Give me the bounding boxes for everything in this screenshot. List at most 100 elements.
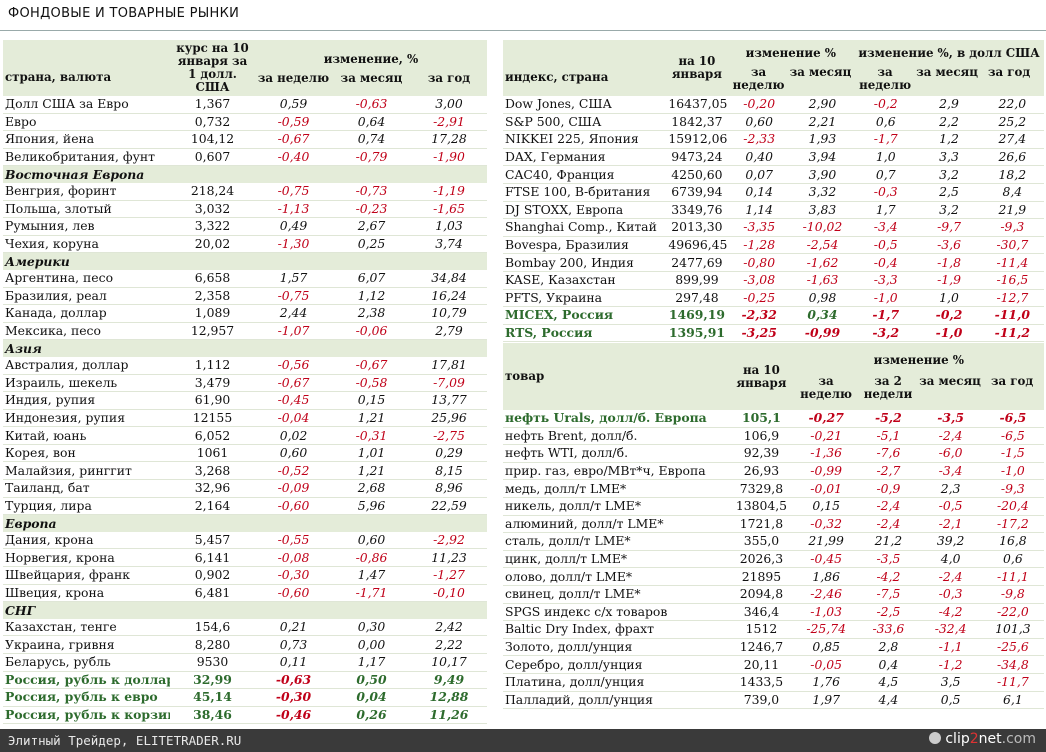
- section-label: СНГ: [3, 601, 488, 619]
- table-row: нефть WTI, долл/б. 92,39 -1,36 -7,6 -6,0 -1,5: [503, 444, 1044, 463]
- table-row: Долл США за Евро 1,367 0,59 -0,63 3,00: [3, 96, 488, 114]
- change-cell: 0,07: [727, 165, 791, 184]
- table-row: Евро 0,732 -0,59 0,64 -2,91: [3, 113, 488, 132]
- change-cell: -2,7: [857, 462, 920, 481]
- change-cell: -0,5: [854, 236, 918, 255]
- change-cell: -2,33: [727, 130, 791, 149]
- change-cell: -0,5: [919, 497, 982, 516]
- change-cell: -22,0: [981, 603, 1044, 622]
- change-cell: -0,32: [795, 515, 858, 534]
- row-label: олово, долл/т LME*: [503, 567, 728, 586]
- change-cell: -3,08: [727, 271, 791, 290]
- change-cell: 1,12: [332, 287, 411, 306]
- row-label: Таиланд, бат: [3, 479, 170, 498]
- row-label: DJ STOXX, Европа: [503, 201, 667, 220]
- value-cell: 1721,8: [727, 515, 796, 534]
- row-label: Индонезия, рупия: [3, 409, 170, 428]
- value-cell: 1842,37: [666, 113, 728, 132]
- change-cell: 0,30: [332, 618, 411, 637]
- column-header-usd-year: за год: [987, 64, 1031, 79]
- column-header-month: за месяц: [919, 374, 981, 388]
- change-cell: 0,73: [255, 635, 332, 654]
- change-cell: -1,28: [727, 236, 791, 255]
- change-cell: -0,2: [854, 96, 918, 114]
- value-cell: 1,089: [170, 304, 255, 323]
- change-cell: -0,09: [255, 479, 332, 498]
- change-cell: 0,60: [332, 531, 411, 550]
- value-cell: 3349,76: [666, 201, 728, 220]
- table-row: нефть Brent, долл/б. 106,9 -0,21 -5,1 -2,4 -6…: [503, 427, 1044, 446]
- change-cell: -11,4: [980, 253, 1044, 272]
- change-cell: 0,40: [727, 148, 791, 167]
- change-cell: 3,74: [411, 235, 488, 254]
- row-label: нефть WTI, долл/б.: [503, 444, 728, 463]
- change-cell: 0,98: [790, 289, 855, 308]
- change-cell: 1,21: [332, 461, 411, 481]
- change-cell: -0,86: [332, 548, 411, 568]
- value-cell: 20,11: [727, 655, 796, 674]
- change-cell: 2,21: [790, 113, 855, 132]
- change-cell: 2,5: [917, 183, 981, 202]
- value-cell: 2477,69: [666, 253, 728, 272]
- change-cell: 16,8: [981, 532, 1044, 551]
- row-label: Чехия, коруна: [3, 235, 170, 254]
- change-cell: -0,80: [727, 253, 791, 272]
- change-cell: 0,59: [255, 96, 332, 114]
- table-row: Платина, долл/унция 1433,5 1,76 4,5 3,5 -11,7: [503, 673, 1044, 692]
- table-row: Швеция, крона 6,481 -0,60 -1,71 -0,10: [3, 584, 488, 603]
- change-cell: -1,0: [917, 324, 981, 343]
- change-cell: 17,81: [411, 356, 488, 375]
- table-row: Baltic Dry Index, фрахт 1512 -25,74 -33,6 -3…: [503, 620, 1044, 639]
- row-label: Россия, рубль к корзине: [3, 706, 170, 725]
- row-label: Турция, лира: [3, 497, 170, 516]
- column-header-week: за неделю: [257, 71, 330, 85]
- table-row: алюминий, долл/т LME* 1721,8 -0,32 -2,4 -2,1…: [503, 515, 1044, 534]
- change-cell: -2,4: [919, 427, 982, 446]
- footer-bar: Элитный Трейдер, ELITETRADER.RU clip2net…: [0, 729, 1046, 752]
- change-cell: -3,4: [854, 218, 918, 237]
- value-cell: 104,12: [170, 130, 255, 149]
- column-header-country: страна, валюта: [3, 40, 170, 96]
- change-cell: 2,9: [917, 96, 981, 114]
- table-row: NIKKEI 225, Япония 15912,06 -2,33 1,93 -1,7 1…: [503, 130, 1044, 149]
- change-cell: 1,0: [854, 148, 918, 167]
- change-cell: 0,7: [854, 165, 918, 184]
- row-label: Швейцария, франк: [3, 566, 170, 585]
- change-cell: -0,40: [255, 148, 332, 167]
- value-cell: 355,0: [727, 532, 796, 551]
- change-cell: 3,3: [917, 148, 981, 167]
- change-cell: -0,3: [919, 585, 982, 604]
- change-cell: -2,32: [727, 306, 791, 325]
- change-cell: -17,2: [981, 515, 1044, 534]
- change-cell: 2,79: [411, 322, 488, 341]
- highlight-row: Россия, рубль к евро 45,14 -0,30 0,04 12,88: [3, 688, 488, 707]
- value-cell: 9530: [170, 653, 255, 672]
- table-row: Таиланд, бат 32,96 -0,09 2,68 8,96: [3, 479, 488, 498]
- table-row: Великобритания, фунт 0,607 -0,40 -0,79 -1,90: [3, 148, 488, 167]
- change-cell: -1,63: [790, 271, 855, 290]
- change-cell: -0,63: [332, 96, 411, 114]
- change-cell: -33,6: [857, 620, 920, 639]
- value-cell: 3,479: [170, 374, 255, 393]
- change-cell: -30,7: [980, 236, 1044, 255]
- change-cell: -3,3: [854, 271, 918, 290]
- change-cell: -4,2: [857, 567, 920, 586]
- change-cell: -0,58: [332, 374, 411, 393]
- change-cell: -0,23: [332, 200, 411, 219]
- change-cell: 2,67: [332, 217, 411, 236]
- change-cell: 1,57: [255, 269, 332, 288]
- row-label: Румыния, лев: [3, 217, 170, 236]
- change-cell: -2,46: [795, 585, 858, 604]
- column-group-change: изменение % за неделю за 2 недели за мес…: [795, 343, 1044, 410]
- value-cell: 0,607: [170, 148, 255, 167]
- column-header-change-usd: изменение %, в долл США: [858, 45, 1040, 60]
- change-cell: -0,21: [795, 427, 858, 446]
- change-cell: 101,3: [981, 620, 1044, 639]
- change-cell: 4,4: [857, 691, 920, 710]
- row-label: Украина, гривня: [3, 635, 170, 654]
- value-cell: 0,902: [170, 566, 255, 585]
- change-cell: 11,23: [411, 548, 488, 568]
- change-cell: -1,19: [411, 182, 488, 201]
- value-cell: 1469,19: [666, 306, 728, 325]
- table-row: Польша, злотый 3,032 -1,13 -0,23 -1,65: [3, 200, 488, 219]
